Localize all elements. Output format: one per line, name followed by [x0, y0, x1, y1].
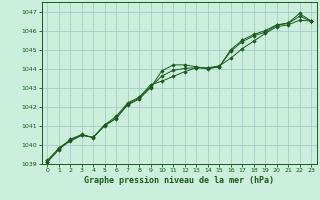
X-axis label: Graphe pression niveau de la mer (hPa): Graphe pression niveau de la mer (hPa) [84, 176, 274, 185]
